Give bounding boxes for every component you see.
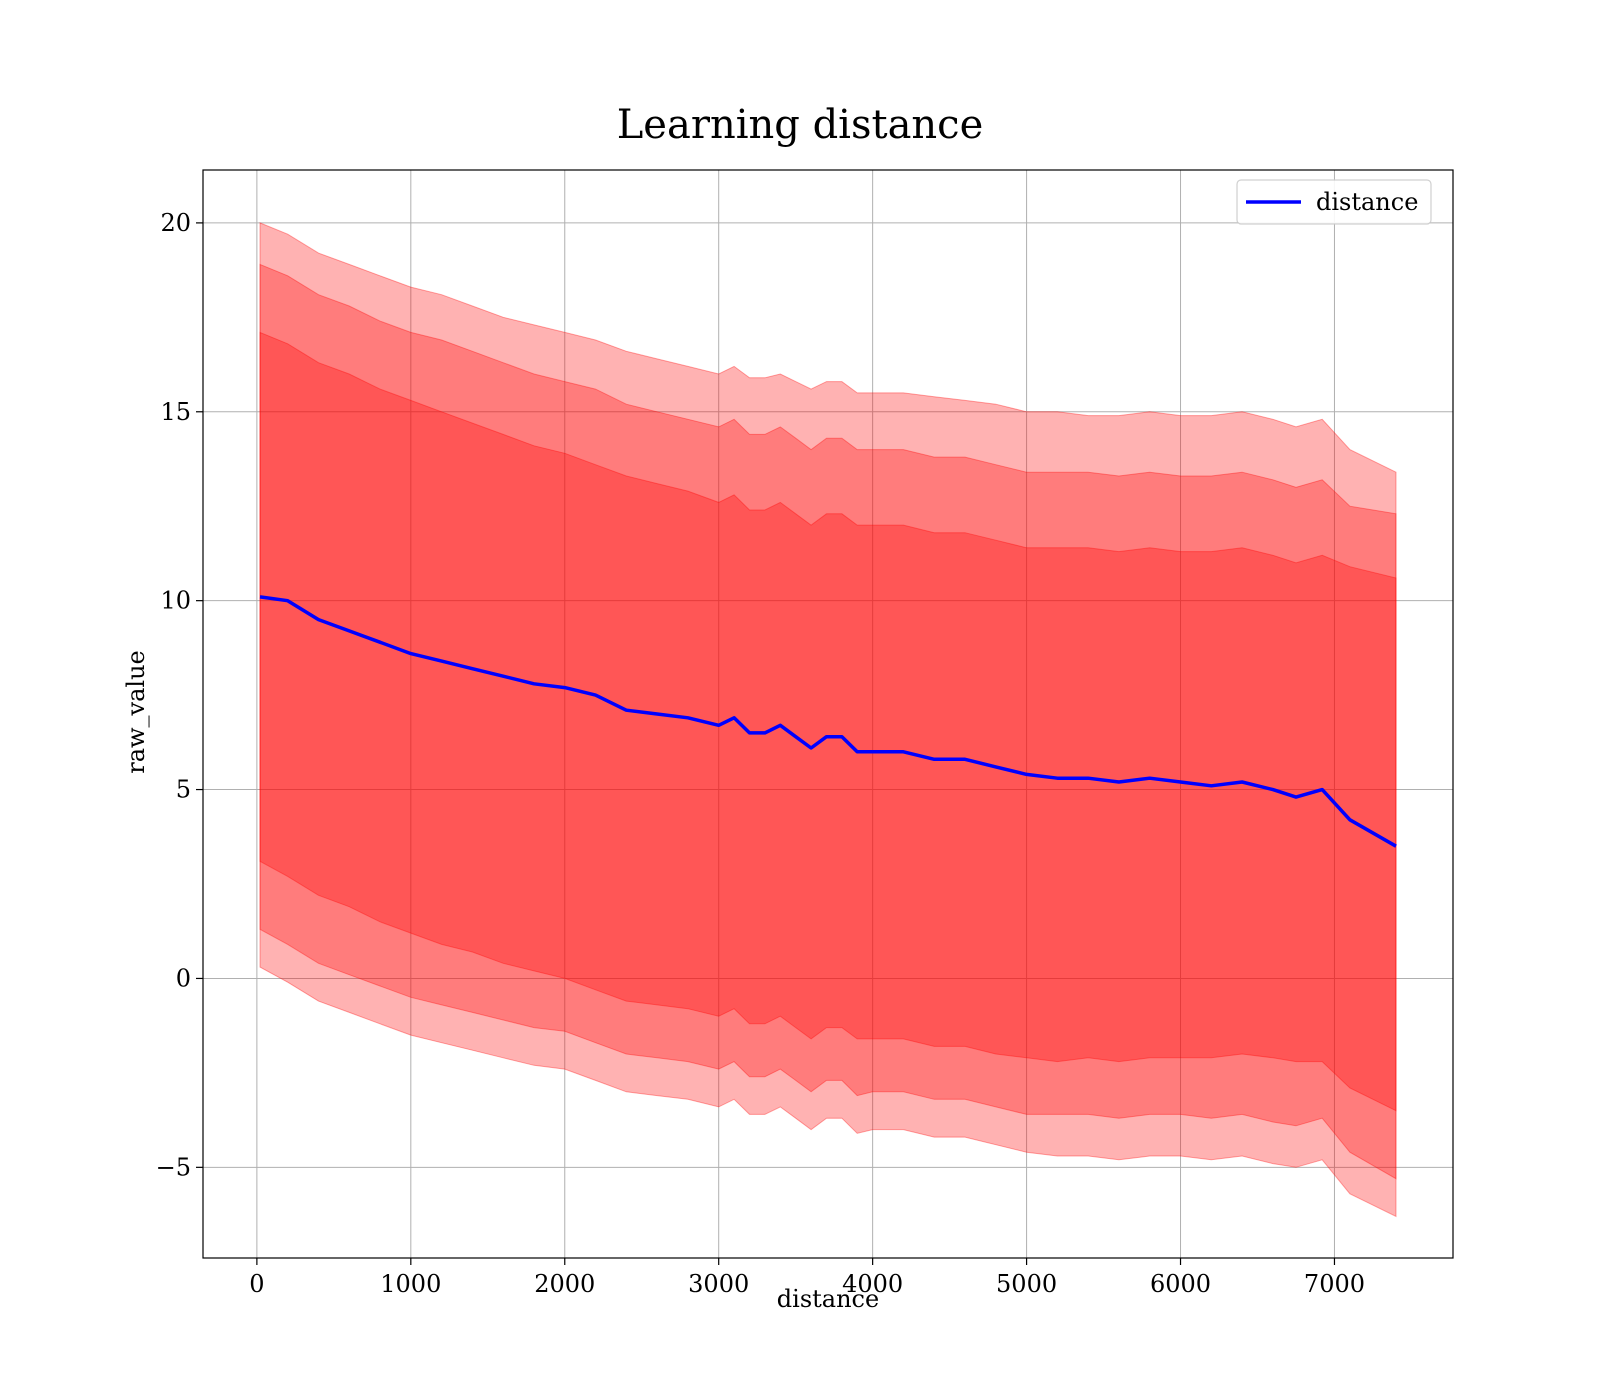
x-tick-label: 1000 xyxy=(380,1270,441,1298)
series-line-distance xyxy=(259,595,1397,848)
std-band-3 xyxy=(259,331,1397,1112)
legend: distance xyxy=(1236,179,1432,225)
x-tick-label: 7000 xyxy=(1304,1270,1365,1298)
legend-box xyxy=(1236,179,1432,225)
x-tick-label: 4000 xyxy=(842,1270,903,1298)
y-tick-label: 0 xyxy=(176,964,191,992)
y-tick-label: −5 xyxy=(156,1153,191,1181)
x-tick-label: 2000 xyxy=(534,1270,595,1298)
std-band-2 xyxy=(259,263,1397,1180)
grid-layer xyxy=(203,170,1453,1258)
legend-label-distance: distance xyxy=(1316,188,1418,216)
plot-frame xyxy=(202,169,1454,1259)
y-tick-label: 10 xyxy=(160,587,191,615)
chart-title: Learning distance xyxy=(616,102,984,148)
x-tick-label: 5000 xyxy=(996,1270,1057,1298)
line-layer xyxy=(259,595,1397,848)
x-tick-label: 3000 xyxy=(688,1270,749,1298)
x-axis-label: distance xyxy=(776,1285,880,1313)
band-layer xyxy=(259,222,1397,1218)
std-band-1 xyxy=(259,222,1397,1218)
tick-layer: 0 1000 2000 3000 4000 5000 6000 7000 20 15 10 5 0 −5 xyxy=(156,209,1365,1298)
y-axis-label: raw_value xyxy=(122,650,150,774)
x-tick-label: 0 xyxy=(249,1270,264,1298)
y-tick-label: 20 xyxy=(160,209,191,237)
y-tick-label: 5 xyxy=(176,776,191,804)
y-tick-label: 15 xyxy=(160,398,191,426)
x-tick-label: 6000 xyxy=(1150,1270,1211,1298)
